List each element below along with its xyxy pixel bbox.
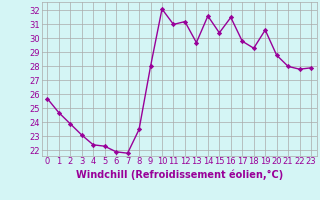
- X-axis label: Windchill (Refroidissement éolien,°C): Windchill (Refroidissement éolien,°C): [76, 169, 283, 180]
